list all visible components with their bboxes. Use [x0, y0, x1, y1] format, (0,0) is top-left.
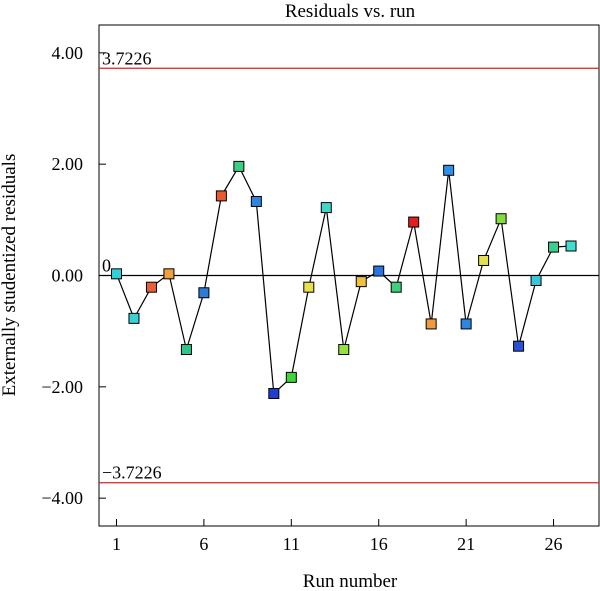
data-point	[513, 340, 525, 352]
x-tick-label: 21	[457, 534, 475, 554]
data-point	[495, 213, 507, 225]
reference-line-label: 0	[102, 256, 111, 276]
reference-line-label: −3.7226	[102, 463, 162, 483]
data-point	[355, 276, 367, 288]
x-tick-label: 1	[112, 534, 121, 554]
x-tick-label: 6	[199, 534, 208, 554]
data-point	[180, 344, 192, 356]
data-point	[233, 160, 245, 172]
y-tick-label: 0.00	[52, 266, 84, 286]
data-point	[128, 312, 140, 324]
series-line	[115, 165, 572, 395]
data-point	[478, 254, 490, 266]
data-point	[565, 240, 577, 252]
series-markers	[110, 160, 577, 400]
x-tick-label: 11	[283, 534, 300, 554]
x-axis-ticks: 1 6 11 16 21 26	[112, 519, 563, 554]
x-axis-title: Run number	[303, 571, 398, 591]
data-point	[320, 202, 332, 214]
data-point	[198, 287, 210, 299]
data-point	[110, 268, 122, 280]
data-point	[373, 265, 385, 277]
y-tick-label: 4.00	[52, 43, 84, 63]
y-axis-title: Externally studentized residuals	[0, 154, 20, 397]
data-point	[408, 216, 420, 228]
data-point	[285, 371, 297, 383]
data-point	[303, 281, 315, 293]
data-point	[443, 164, 455, 176]
y-tick-label: −2.00	[41, 377, 83, 397]
reference-lines: 3.7226 0 −3.7226	[99, 48, 599, 484]
data-point	[425, 318, 437, 330]
y-axis-ticks: 4.00 2.00 0.00 −2.00 −4.00	[41, 43, 106, 508]
chart-title: Residuals vs. run	[285, 1, 416, 22]
data-point	[338, 344, 350, 356]
x-tick-label: 26	[545, 534, 563, 554]
data-point	[460, 318, 472, 330]
data-point	[163, 268, 175, 280]
y-tick-label: 2.00	[52, 154, 84, 174]
data-point	[215, 190, 227, 202]
data-point	[548, 241, 560, 253]
data-point	[530, 275, 542, 287]
data-point	[390, 281, 402, 293]
x-tick-label: 16	[370, 534, 388, 554]
y-tick-label: −4.00	[41, 488, 83, 508]
data-point	[250, 195, 262, 207]
data-point	[145, 281, 157, 293]
data-point	[268, 388, 280, 400]
reference-line-label: 3.7226	[102, 48, 152, 68]
series-connecting-lines	[115, 165, 572, 395]
